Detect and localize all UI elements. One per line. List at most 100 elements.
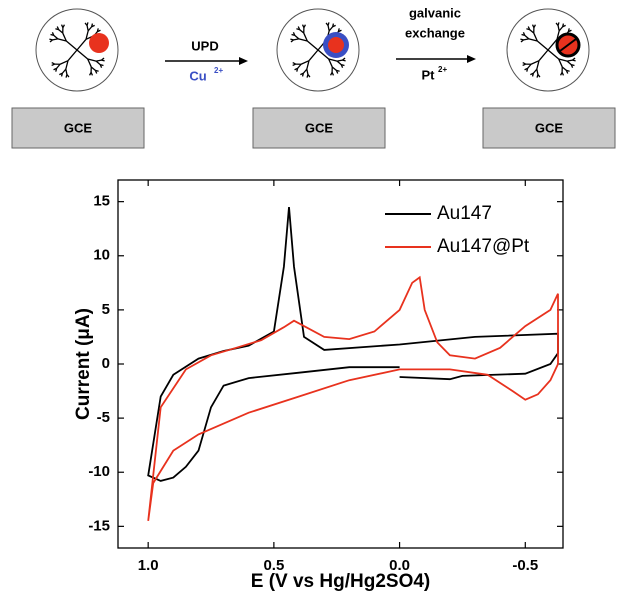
y-tick-label: -5 — [97, 409, 110, 426]
branch — [300, 72, 304, 76]
branch — [536, 68, 539, 75]
y-tick-label: 15 — [93, 193, 110, 210]
branch — [297, 26, 301, 30]
branch — [556, 30, 560, 40]
branch — [528, 38, 538, 42]
legend-label: Au147 — [437, 203, 492, 224]
branch — [56, 63, 61, 69]
branch — [76, 49, 89, 60]
arrow-head — [467, 55, 476, 63]
branch — [303, 32, 308, 42]
branch — [522, 61, 526, 65]
branch — [300, 60, 310, 65]
branch — [292, 61, 296, 65]
dendrimer — [506, 8, 590, 92]
branch — [65, 74, 68, 78]
branch — [53, 67, 57, 71]
branch — [559, 72, 563, 76]
branch — [306, 68, 309, 75]
branch — [565, 70, 569, 74]
branch — [49, 38, 53, 41]
branch — [86, 25, 89, 32]
branch — [65, 40, 78, 51]
electrode — [482, 107, 616, 149]
branch — [533, 24, 537, 28]
branch — [91, 24, 95, 28]
branch — [340, 64, 344, 68]
step-label: galvanic — [409, 5, 461, 20]
x-axis-title: E (V vs Hg/Hg2SO4) — [251, 571, 431, 592]
branch — [547, 49, 560, 60]
branch — [52, 38, 59, 41]
branch — [527, 26, 531, 30]
branch — [561, 66, 567, 71]
arrow-head — [239, 57, 248, 65]
y-tick-label: 0 — [102, 355, 110, 372]
branch — [328, 58, 338, 62]
branch — [532, 68, 538, 74]
branch — [327, 25, 330, 32]
au-core — [89, 33, 109, 53]
branch — [56, 26, 60, 30]
branch — [328, 58, 333, 68]
branch — [76, 38, 87, 51]
branch — [293, 38, 300, 41]
branch — [90, 66, 96, 71]
branch — [335, 70, 339, 74]
branch — [523, 38, 530, 41]
step-label: UPD — [191, 38, 218, 53]
branch — [538, 49, 549, 62]
electrode — [252, 107, 386, 149]
branch — [566, 60, 572, 66]
branch — [559, 38, 577, 52]
branch — [338, 29, 342, 33]
branch — [65, 60, 69, 70]
branch — [94, 70, 98, 74]
branch — [85, 30, 89, 40]
branch — [62, 24, 66, 28]
branch — [97, 29, 101, 33]
x-tick-label: 1.0 — [138, 557, 159, 574]
y-tick-label: 10 — [93, 247, 110, 264]
reagent: Cu — [189, 68, 206, 83]
dendrimer — [276, 8, 360, 92]
reagent: Pt — [422, 67, 436, 82]
branch — [297, 63, 302, 69]
dendrimer — [35, 8, 119, 92]
branch — [524, 67, 528, 71]
branch — [572, 59, 576, 62]
electrode — [11, 107, 145, 149]
branch — [87, 58, 97, 62]
branch — [533, 32, 538, 42]
branch — [299, 29, 305, 34]
branch — [520, 38, 524, 41]
branch — [95, 59, 102, 62]
branch — [86, 22, 89, 26]
branch — [99, 64, 103, 68]
x-tick-label: 0.0 — [389, 557, 410, 574]
electrode-label: GCE — [535, 120, 564, 135]
branch — [88, 72, 92, 76]
branch — [336, 60, 342, 66]
branch — [58, 29, 64, 34]
branch — [536, 60, 540, 70]
step-label: exchange — [405, 25, 465, 40]
branch — [59, 72, 63, 76]
branch — [298, 38, 308, 42]
branch — [524, 34, 530, 40]
branch — [342, 59, 346, 62]
branch — [332, 24, 336, 28]
branch — [294, 67, 298, 71]
branch — [67, 49, 78, 62]
charge: 2+ — [438, 65, 447, 74]
branch — [536, 40, 549, 51]
branch — [327, 22, 330, 26]
branch — [547, 38, 558, 51]
branch — [306, 60, 310, 70]
electrode-label: GCE — [305, 120, 334, 135]
branch — [87, 26, 93, 32]
x-tick-label: 0.5 — [263, 557, 284, 574]
branch — [62, 32, 67, 42]
au-core — [328, 37, 344, 53]
